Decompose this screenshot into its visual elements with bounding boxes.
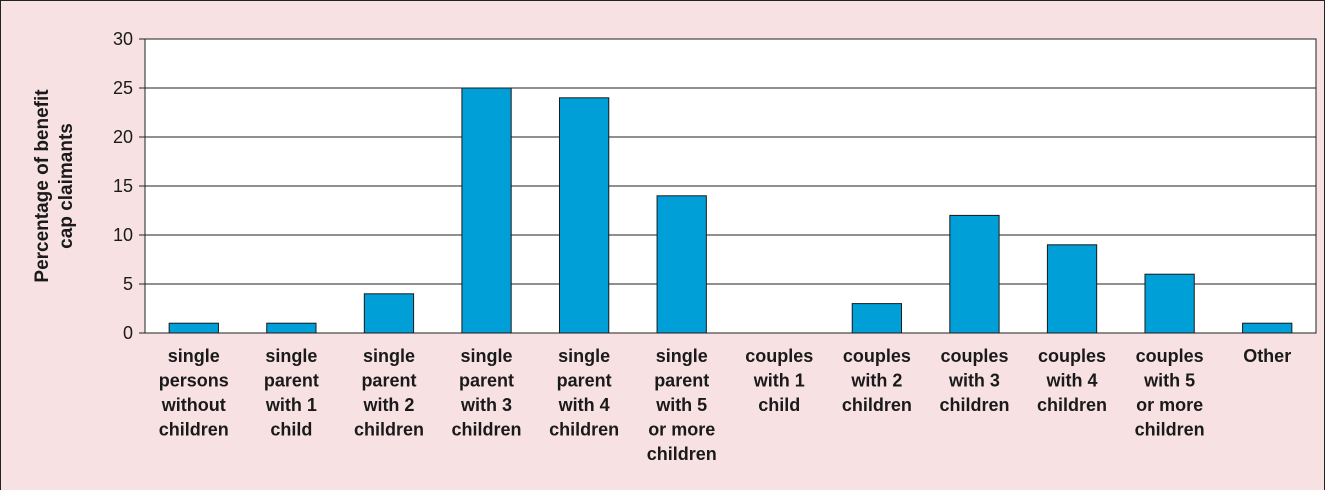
y-tick-label: 15 [113, 176, 133, 196]
bar [266, 322, 317, 334]
bar [558, 97, 610, 334]
bar [656, 195, 707, 334]
x-category-label: couples with 1 child [745, 346, 813, 415]
bar [1144, 273, 1195, 334]
y-tick-label: 10 [113, 225, 133, 245]
x-category-label: single persons without children [159, 346, 229, 440]
y-tick-label: 20 [113, 127, 133, 147]
bars [168, 87, 1293, 334]
x-category-label: Other [1243, 346, 1291, 366]
bar [168, 322, 219, 334]
x-category-label: couples with 2 children [842, 346, 912, 415]
x-category-label: single parent with 1 child [264, 346, 319, 440]
y-tick-label: 5 [123, 274, 133, 294]
x-category-label: couples with 4 children [1037, 346, 1107, 415]
y-axis-title: Percentage of benefit cap claimants [32, 89, 77, 283]
bar [949, 214, 1000, 334]
x-category-label: couples with 3 children [939, 346, 1009, 415]
bar [1046, 244, 1098, 334]
x-category-label: single parent with 5 or more children [647, 346, 717, 464]
y-tick-label: 30 [113, 29, 133, 49]
gridlines [145, 38, 1316, 334]
x-category-label: single parent with 3 children [452, 346, 522, 440]
bar [363, 293, 415, 334]
bar [851, 303, 903, 334]
bar [461, 87, 512, 334]
x-category-label: single parent with 2 children [354, 346, 424, 440]
x-category-label: couples with 5 or more children [1135, 346, 1205, 440]
y-axis-ticks: 0 5 10 15 20 25 30 [113, 29, 145, 343]
bar [1242, 322, 1293, 334]
x-category-label: single parent with 4 children [549, 346, 619, 440]
y-tick-label: 0 [123, 323, 133, 343]
y-tick-label: 25 [113, 78, 133, 98]
x-axis-categories: single persons without children single parent… [159, 346, 1291, 464]
